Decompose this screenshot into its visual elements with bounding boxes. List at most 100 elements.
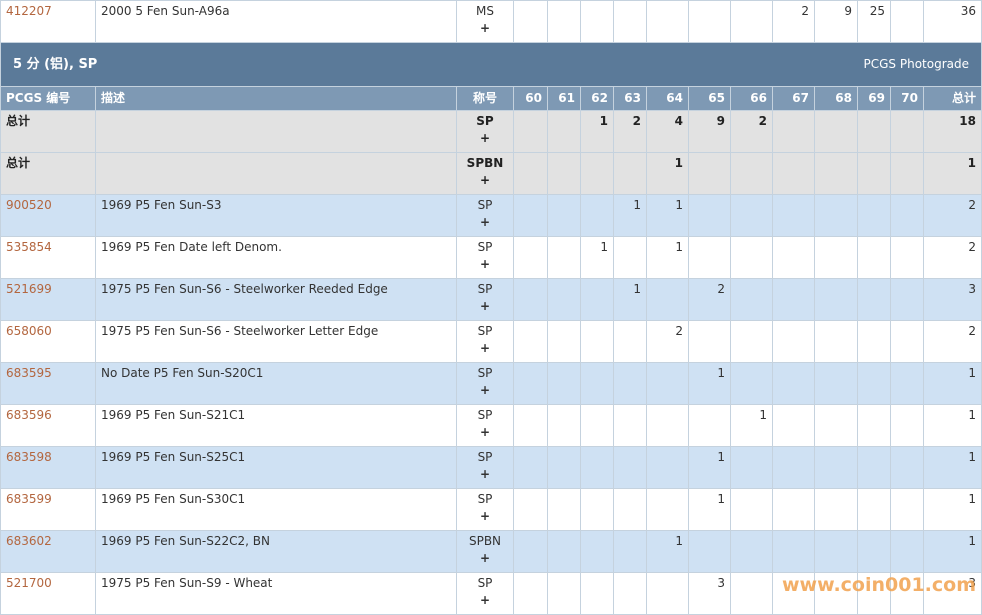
grade-cell: SP + xyxy=(456,446,514,489)
count xyxy=(814,530,858,573)
table-row: 900520 1969 P5 Fen Sun-S3 SP +1 1 2 xyxy=(0,194,982,237)
pcgs-id[interactable]: 683595 xyxy=(6,366,52,380)
pcgs-id[interactable]: 535854 xyxy=(6,240,52,254)
count xyxy=(730,0,773,43)
description: 1969 P5 Fen Sun-S25C1 xyxy=(95,446,457,489)
count xyxy=(730,194,773,237)
count xyxy=(857,320,891,363)
count xyxy=(547,572,581,615)
column-title: 64 xyxy=(646,86,689,111)
pcgs-id[interactable]: 521699 xyxy=(6,282,52,296)
id-cell: 521700 xyxy=(0,572,96,615)
count: 9 xyxy=(688,110,731,153)
column-title: 68 xyxy=(814,86,858,111)
photograde-link[interactable]: PCGS Photograde xyxy=(863,57,969,71)
watermark: www.coin001.com xyxy=(782,574,977,596)
grade-cell: SP + xyxy=(456,404,514,447)
table-row: 683599 1969 P5 Fen Sun-S30C1 SP +1 1 xyxy=(0,488,982,531)
expand-button[interactable]: + xyxy=(479,173,491,187)
count xyxy=(857,278,891,321)
expand-button[interactable]: + xyxy=(479,593,491,607)
count xyxy=(580,362,614,405)
count: 1 xyxy=(646,194,689,237)
pcgs-id[interactable]: 683602 xyxy=(6,534,52,548)
count xyxy=(613,488,647,531)
id-cell: 412207 xyxy=(0,0,96,43)
pcgs-id[interactable]: 900520 xyxy=(6,198,52,212)
count xyxy=(890,362,924,405)
section-title: 5 分 (铝), SP xyxy=(13,57,98,72)
count xyxy=(772,404,815,447)
id-cell: 683599 xyxy=(0,488,96,531)
count xyxy=(857,194,891,237)
id-cell: 658060 xyxy=(0,320,96,363)
count xyxy=(547,0,581,43)
count xyxy=(513,572,548,615)
id-cell: 683598 xyxy=(0,446,96,489)
id-cell: 900520 xyxy=(0,194,96,237)
total-label: 总计 xyxy=(6,114,31,128)
pcgs-id[interactable]: 683596 xyxy=(6,408,52,422)
grade-cell: SPBN + xyxy=(456,530,514,573)
total: 1 xyxy=(923,362,982,405)
table-row: 总计 SPBN +1 1 xyxy=(0,152,982,195)
count xyxy=(730,236,773,279)
count xyxy=(646,0,689,43)
count: 2 xyxy=(730,110,773,153)
pcgs-id[interactable]: 683598 xyxy=(6,450,52,464)
count xyxy=(580,320,614,363)
pcgs-id[interactable]: 521700 xyxy=(6,576,52,590)
total: 3 xyxy=(923,572,982,615)
pcgs-id[interactable]: 658060 xyxy=(6,324,52,338)
table-row: 521700 1975 P5 Fen Sun-S9 - Wheat SP +3 3 xyxy=(0,572,982,615)
grade: SP xyxy=(477,198,493,212)
count: 2 xyxy=(646,320,689,363)
expand-button[interactable]: + xyxy=(479,425,491,439)
expand-button[interactable]: + xyxy=(479,509,491,523)
grade-cell: SP + xyxy=(456,278,514,321)
id-cell: 521699 xyxy=(0,278,96,321)
expand-button[interactable]: + xyxy=(479,383,491,397)
total: 2 xyxy=(923,194,982,237)
expand-button[interactable]: + xyxy=(479,215,491,229)
expand-button[interactable]: + xyxy=(479,257,491,271)
count xyxy=(857,362,891,405)
expand-button[interactable]: + xyxy=(479,131,491,145)
total: 1 xyxy=(923,446,982,489)
count: 1 xyxy=(580,236,614,279)
count xyxy=(646,362,689,405)
grade-cell: SP + xyxy=(456,110,514,153)
column-title: 69 xyxy=(857,86,891,111)
count xyxy=(513,446,548,489)
description: 1975 P5 Fen Sun-S9 - Wheat xyxy=(95,572,457,615)
table-row: 683595 No Date P5 Fen Sun-S20C1 SP +1 1 xyxy=(0,362,982,405)
column-title: PCGS 编号 xyxy=(0,86,96,111)
column-title: 63 xyxy=(613,86,647,111)
count xyxy=(547,320,581,363)
count xyxy=(513,236,548,279)
table-row: 412207 2000 5 Fen Sun-A96a MS +2 9 25 36 xyxy=(0,0,982,43)
pcgs-id[interactable]: 683599 xyxy=(6,492,52,506)
grade: MS xyxy=(476,4,494,18)
count xyxy=(890,320,924,363)
count xyxy=(730,488,773,531)
count xyxy=(580,152,614,195)
count xyxy=(772,152,815,195)
count xyxy=(688,0,731,43)
grade: SP xyxy=(477,492,493,506)
count xyxy=(580,194,614,237)
expand-button[interactable]: + xyxy=(479,21,491,35)
count xyxy=(890,446,924,489)
expand-button[interactable]: + xyxy=(479,467,491,481)
expand-button[interactable]: + xyxy=(479,551,491,565)
grade: SP xyxy=(477,282,493,296)
pcgs-id[interactable]: 412207 xyxy=(6,4,52,18)
count xyxy=(730,362,773,405)
count xyxy=(547,530,581,573)
grade-cell: MS + xyxy=(456,0,514,43)
count xyxy=(646,446,689,489)
expand-button[interactable]: + xyxy=(479,341,491,355)
description: 1969 P5 Fen Sun-S3 xyxy=(95,194,457,237)
expand-button[interactable]: + xyxy=(479,299,491,313)
